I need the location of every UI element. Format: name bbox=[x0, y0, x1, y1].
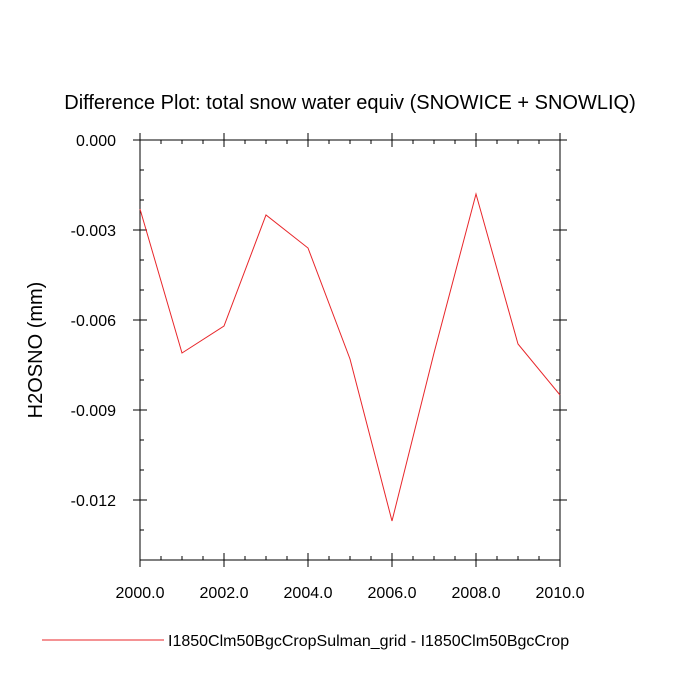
x-axis: 2000.0 2002.0 2004.0 2006.0 2008.0 2010.0 bbox=[116, 133, 585, 602]
series-line bbox=[139, 192, 561, 522]
y-tick-label: -0.009 bbox=[71, 403, 116, 420]
x-tick-label: 2000.0 bbox=[116, 585, 165, 602]
x-tick-label: 2010.0 bbox=[536, 585, 585, 602]
y-axis: 0.000 -0.003 -0.006 -0.009 -0.012 bbox=[71, 133, 567, 561]
y-tick-label: -0.003 bbox=[71, 223, 116, 240]
chart-title: Difference Plot: total snow water equiv … bbox=[64, 92, 635, 114]
series-layer bbox=[139, 192, 561, 522]
legend-label: I1850Clm50BgcCropSulman_grid - I1850Clm5… bbox=[168, 633, 569, 650]
x-tick-label: 2002.0 bbox=[200, 585, 249, 602]
plot-frame bbox=[139, 139, 561, 561]
x-tick-label: 2004.0 bbox=[284, 585, 333, 602]
x-tick-label: 2006.0 bbox=[368, 585, 417, 602]
x-tick-label: 2008.0 bbox=[452, 585, 501, 602]
y-tick-label: -0.012 bbox=[71, 493, 116, 510]
y-tick-label: -0.006 bbox=[71, 313, 116, 330]
y-tick-label: 0.000 bbox=[76, 133, 116, 150]
y-axis-label: H2OSNO (mm) bbox=[25, 282, 47, 419]
